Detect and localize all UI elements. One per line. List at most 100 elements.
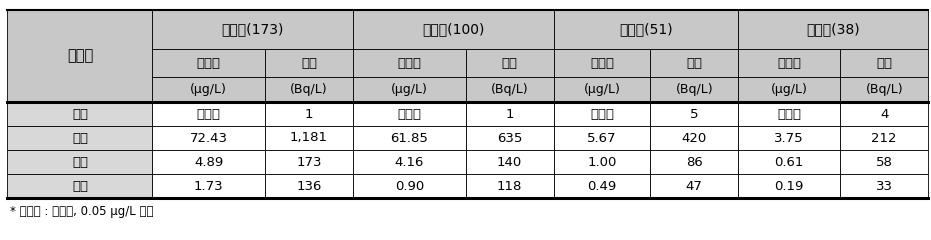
Polygon shape [554, 102, 650, 126]
Text: 1: 1 [304, 108, 313, 120]
Polygon shape [353, 126, 466, 150]
Text: 퇴적암(51): 퇴적암(51) [619, 22, 673, 36]
Polygon shape [265, 150, 353, 174]
Polygon shape [840, 49, 928, 77]
Text: (Bq/L): (Bq/L) [290, 83, 328, 96]
Text: (Bq/L): (Bq/L) [866, 83, 903, 96]
Polygon shape [840, 150, 928, 174]
Polygon shape [840, 126, 928, 150]
Polygon shape [738, 102, 840, 126]
Text: 635: 635 [497, 132, 522, 144]
Text: 우라늄: 우라늄 [590, 56, 614, 70]
Polygon shape [738, 49, 840, 77]
Text: 173: 173 [296, 156, 322, 168]
Text: (Bq/L): (Bq/L) [676, 83, 713, 96]
Text: 0.19: 0.19 [775, 180, 804, 192]
Text: 우라늄: 우라늄 [398, 56, 422, 70]
Polygon shape [840, 174, 928, 198]
Text: 화강암(173): 화강암(173) [222, 22, 284, 36]
Text: (μg/L): (μg/L) [190, 83, 227, 96]
Text: 3.75: 3.75 [775, 132, 804, 144]
Text: 불검출: 불검출 [196, 108, 221, 120]
Polygon shape [265, 49, 353, 77]
Polygon shape [738, 10, 928, 49]
Text: 136: 136 [296, 180, 322, 192]
Polygon shape [265, 102, 353, 126]
Text: 불검출: 불검출 [398, 108, 422, 120]
Polygon shape [554, 126, 650, 150]
Polygon shape [353, 174, 466, 198]
Polygon shape [554, 10, 738, 49]
Polygon shape [7, 102, 153, 126]
Polygon shape [353, 150, 466, 174]
Polygon shape [7, 150, 153, 174]
Text: 4: 4 [880, 108, 888, 120]
Text: 변성암(100): 변성암(100) [422, 22, 484, 36]
Polygon shape [650, 174, 738, 198]
Text: 33: 33 [876, 180, 893, 192]
Polygon shape [153, 102, 265, 126]
Polygon shape [650, 150, 738, 174]
Text: 불검출: 불검출 [777, 108, 802, 120]
Polygon shape [353, 77, 466, 102]
Text: 우라늄: 우라늄 [196, 56, 221, 70]
Text: 우라늄: 우라늄 [777, 56, 802, 70]
Polygon shape [466, 49, 554, 77]
Polygon shape [840, 77, 928, 102]
Polygon shape [650, 102, 738, 126]
Polygon shape [466, 77, 554, 102]
Text: 라돈: 라돈 [686, 56, 702, 70]
Polygon shape [153, 77, 265, 102]
Text: 불검출: 불검출 [590, 108, 614, 120]
Text: 118: 118 [497, 180, 522, 192]
Polygon shape [466, 174, 554, 198]
Text: 1: 1 [506, 108, 514, 120]
Text: 중앙: 중앙 [72, 180, 88, 192]
Text: 1.00: 1.00 [587, 156, 616, 168]
Polygon shape [650, 77, 738, 102]
Text: 라돈: 라돈 [502, 56, 518, 70]
Polygon shape [353, 49, 466, 77]
Text: 420: 420 [681, 132, 707, 144]
Text: 212: 212 [871, 132, 897, 144]
Polygon shape [840, 102, 928, 126]
Text: 140: 140 [497, 156, 522, 168]
Polygon shape [353, 102, 466, 126]
Text: 평균: 평균 [72, 156, 88, 168]
Text: 0.61: 0.61 [775, 156, 804, 168]
Text: * 불검출 : 우라늄, 0.05 μg/L 미만: * 불검출 : 우라늄, 0.05 μg/L 미만 [10, 205, 154, 218]
Polygon shape [738, 126, 840, 150]
Polygon shape [153, 10, 353, 49]
Text: 58: 58 [876, 156, 893, 168]
Text: 1.73: 1.73 [194, 180, 223, 192]
Text: 5: 5 [690, 108, 698, 120]
Text: 47: 47 [686, 180, 703, 192]
Polygon shape [554, 77, 650, 102]
Text: 0.90: 0.90 [395, 180, 424, 192]
Text: 1,181: 1,181 [290, 132, 328, 144]
Text: 화산암(38): 화산암(38) [806, 22, 860, 36]
Polygon shape [466, 126, 554, 150]
Text: (μg/L): (μg/L) [584, 83, 620, 96]
Text: 5.67: 5.67 [587, 132, 616, 144]
Polygon shape [650, 126, 738, 150]
Polygon shape [738, 77, 840, 102]
Polygon shape [738, 174, 840, 198]
Polygon shape [353, 10, 554, 49]
Text: 최소: 최소 [72, 108, 88, 120]
Polygon shape [7, 174, 153, 198]
Polygon shape [554, 174, 650, 198]
Text: 72.43: 72.43 [190, 132, 228, 144]
Polygon shape [153, 49, 265, 77]
Polygon shape [650, 49, 738, 77]
Polygon shape [7, 126, 153, 150]
Polygon shape [7, 10, 153, 102]
Polygon shape [554, 49, 650, 77]
Text: 0.49: 0.49 [587, 180, 616, 192]
Polygon shape [554, 150, 650, 174]
Text: 4.89: 4.89 [194, 156, 223, 168]
Text: 라돈: 라돈 [301, 56, 317, 70]
Polygon shape [466, 150, 554, 174]
Polygon shape [153, 174, 265, 198]
Text: 통계치: 통계치 [67, 48, 93, 63]
